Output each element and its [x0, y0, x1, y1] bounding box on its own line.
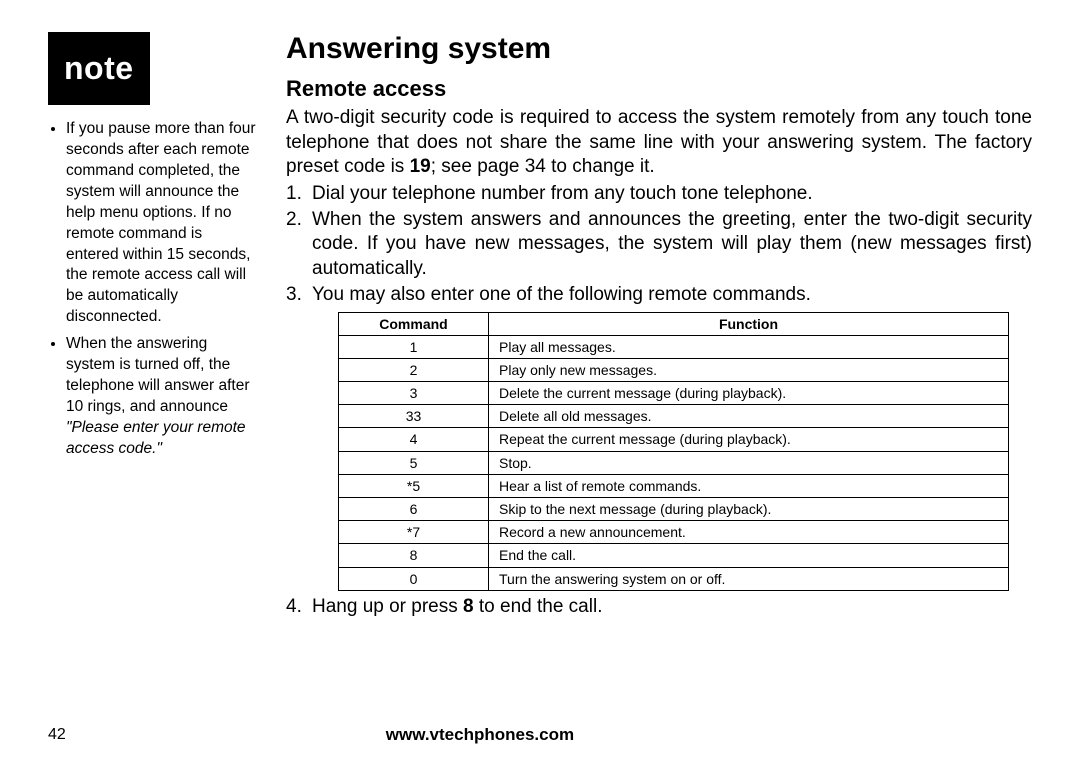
table-cell-function: Hear a list of remote commands.	[489, 474, 1009, 497]
table-cell-command: 0	[339, 567, 489, 590]
table-row: 1Play all messages.	[339, 335, 1009, 358]
table-row: 2Play only new messages.	[339, 358, 1009, 381]
table-row: 6Skip to the next message (during playba…	[339, 498, 1009, 521]
table-cell-function: Delete the current message (during playb…	[489, 382, 1009, 405]
table-cell-function: Turn the answering system on or off.	[489, 567, 1009, 590]
subheading: Remote access	[286, 76, 1032, 102]
step-item: When the system answers and announces th…	[286, 208, 1032, 282]
step-item: You may also enter one of the following …	[286, 283, 1032, 591]
table-cell-command: 5	[339, 451, 489, 474]
table-row: 3Delete the current message (during play…	[339, 382, 1009, 405]
sidebar: note If you pause more than four seconds…	[48, 32, 258, 747]
table-cell-command: 4	[339, 428, 489, 451]
sidebar-note: If you pause more than four seconds afte…	[66, 119, 258, 328]
table-row: 33Delete all old messages.	[339, 405, 1009, 428]
table-cell-command: 33	[339, 405, 489, 428]
commands-table: Command Function 1Play all messages. 2Pl…	[338, 312, 1009, 591]
footer-url: www.vtechphones.com	[386, 725, 574, 745]
step-item: Dial your telephone number from any touc…	[286, 182, 1032, 207]
table-cell-function: End the call.	[489, 544, 1009, 567]
table-cell-command: *7	[339, 521, 489, 544]
table-cell-function: Play only new messages.	[489, 358, 1009, 381]
step-item: Hang up or press 8 to end the call.	[286, 595, 1032, 620]
page-footer: 42 www.vtechphones.com	[48, 725, 1032, 745]
sidebar-note: When the answering system is turned off,…	[66, 334, 258, 460]
intro-paragraph: A two-digit security code is required to…	[286, 106, 1032, 180]
table-cell-command: 2	[339, 358, 489, 381]
table-row: 4Repeat the current message (during play…	[339, 428, 1009, 451]
table-cell-command: 3	[339, 382, 489, 405]
table-cell-function: Stop.	[489, 451, 1009, 474]
sidebar-note-italic: "Please enter your remote access code."	[66, 419, 246, 457]
table-cell-function: Repeat the current message (during playb…	[489, 428, 1009, 451]
table-cell-command: 6	[339, 498, 489, 521]
table-cell-command: 8	[339, 544, 489, 567]
table-cell-function: Skip to the next message (during playbac…	[489, 498, 1009, 521]
page-title: Answering system	[286, 32, 1032, 66]
table-row: 0Turn the answering system on or off.	[339, 567, 1009, 590]
sidebar-notes-list: If you pause more than four seconds afte…	[48, 119, 258, 460]
table-header-command: Command	[339, 312, 489, 335]
table-row: 5Stop.	[339, 451, 1009, 474]
table-header-function: Function	[489, 312, 1009, 335]
sidebar-note-text: When the answering system is turned off,…	[66, 335, 250, 415]
table-cell-function: Record a new announcement.	[489, 521, 1009, 544]
page-number: 42	[48, 726, 66, 744]
step-text: You may also enter one of the following …	[312, 284, 811, 305]
table-row: *7Record a new announcement.	[339, 521, 1009, 544]
table-row: 8End the call.	[339, 544, 1009, 567]
manual-page: note If you pause more than four seconds…	[48, 32, 1032, 747]
table-header-row: Command Function	[339, 312, 1009, 335]
table-cell-command: 1	[339, 335, 489, 358]
table-cell-function: Play all messages.	[489, 335, 1009, 358]
table-row: *5Hear a list of remote commands.	[339, 474, 1009, 497]
sidebar-note-text: If you pause more than four seconds afte…	[66, 120, 256, 325]
main-content: Answering system Remote access A two-dig…	[286, 32, 1032, 747]
steps-list: Dial your telephone number from any touc…	[286, 182, 1032, 619]
commands-table-body: 1Play all messages. 2Play only new messa…	[339, 335, 1009, 590]
note-badge: note	[48, 32, 150, 105]
table-cell-function: Delete all old messages.	[489, 405, 1009, 428]
table-cell-command: *5	[339, 474, 489, 497]
